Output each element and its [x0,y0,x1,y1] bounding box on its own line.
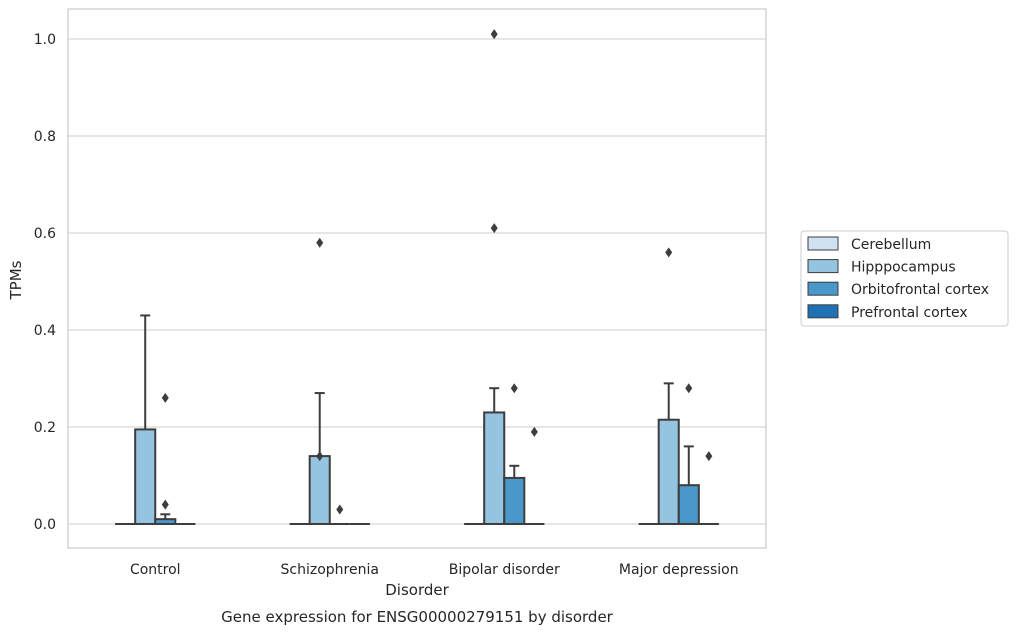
legend-swatch [807,304,839,319]
y-tick-label: 0.8 [34,129,56,145]
outlier-point [316,237,324,248]
y-tick-label: 0.2 [34,420,56,436]
plot-frame [67,8,767,549]
box-body [134,428,157,525]
box-hipppocampus [134,314,157,525]
box-orbitofrontal-cortex [154,392,177,526]
outlier-point [665,247,673,258]
x-tick-label: Schizophrenia [281,562,379,578]
chart-caption: Gene expression for ENSG00000279151 by d… [221,608,614,626]
y-axis-ticks: 0.0 0.2 0.4 0.6 0.8 1.0 [34,32,56,533]
legend-swatch [807,259,839,274]
x-tick-label: Major depression [619,562,739,578]
box-orbitofrontal-cortex [677,383,700,526]
legend-label: Prefrontal cortex [851,305,968,321]
outlier-point [490,29,498,40]
box-plot-marks [115,29,719,526]
box-body [483,411,506,526]
outlier-point [316,451,324,462]
x-axis-ticks: Control Schizophrenia Bipolar disorder Majo… [130,562,739,578]
outlier-point [336,504,344,515]
y-tick-label: 0.4 [34,323,56,339]
x-tick-label: Bipolar disorder [449,562,560,578]
y-tick-label: 0.6 [34,226,56,242]
box-body [677,484,700,526]
outlier-point [490,223,498,234]
box-orbitofrontal-cortex [503,383,526,525]
legend-swatch [807,236,839,251]
box-body [503,476,526,525]
x-axis-title: Disorder [385,581,449,599]
box-body [657,418,680,526]
outlier-point [161,392,169,403]
box-hipppocampus [308,237,331,526]
legend: Cerebellum Hipppocampus Orbitofrontal cort… [800,230,1009,327]
box-orbitofrontal-cortex [329,504,350,525]
outlier-point [161,499,169,510]
x-tick-label: Control [130,562,181,578]
legend-label: Hipppocampus [851,260,956,276]
box-prefrontal-cortex [698,451,719,525]
legend-label: Orbitofrontal cortex [851,282,989,298]
legend-swatch [807,281,839,296]
legend-frame [800,230,1009,327]
outlier-point [530,426,538,437]
box-body [308,455,331,526]
legend-label: Cerebellum [851,237,931,253]
y-axis-title: TPMs [7,260,25,300]
outlier-point [510,383,518,394]
outlier-point [685,383,693,394]
y-tick-label: 0.0 [34,517,56,533]
outlier-point [705,451,713,462]
box-hipppocampus [483,29,506,526]
box-hipppocampus [657,247,680,526]
y-tick-label: 1.0 [34,32,56,48]
box-prefrontal-cortex [524,426,545,525]
